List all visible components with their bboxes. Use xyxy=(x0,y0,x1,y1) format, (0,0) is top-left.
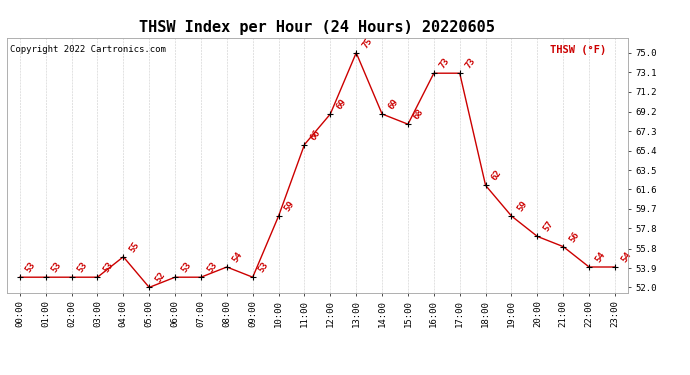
Text: 68: 68 xyxy=(412,108,426,122)
Text: 75: 75 xyxy=(360,36,374,50)
Text: Copyright 2022 Cartronics.com: Copyright 2022 Cartronics.com xyxy=(10,45,166,54)
Text: 56: 56 xyxy=(567,230,581,244)
Text: 54: 54 xyxy=(619,250,633,264)
Text: 73: 73 xyxy=(464,57,477,70)
Text: 53: 53 xyxy=(205,261,219,274)
Text: 53: 53 xyxy=(24,261,37,274)
Text: 54: 54 xyxy=(593,250,607,264)
Text: 73: 73 xyxy=(438,57,451,70)
Text: 53: 53 xyxy=(76,261,89,274)
Text: 54: 54 xyxy=(231,250,244,264)
Text: 69: 69 xyxy=(386,97,400,111)
Text: THSW (°F): THSW (°F) xyxy=(550,45,606,55)
Text: 62: 62 xyxy=(490,169,503,183)
Text: 53: 53 xyxy=(179,261,193,274)
Text: 66: 66 xyxy=(308,128,322,142)
Text: 59: 59 xyxy=(283,199,296,213)
Text: 53: 53 xyxy=(257,261,270,274)
Text: 52: 52 xyxy=(153,271,167,285)
Text: 59: 59 xyxy=(515,199,529,213)
Text: 57: 57 xyxy=(542,220,555,234)
Text: 53: 53 xyxy=(50,261,63,274)
Text: 69: 69 xyxy=(335,97,348,111)
Text: 55: 55 xyxy=(128,240,141,254)
Text: 53: 53 xyxy=(101,261,115,274)
Title: THSW Index per Hour (24 Hours) 20220605: THSW Index per Hour (24 Hours) 20220605 xyxy=(139,20,495,35)
